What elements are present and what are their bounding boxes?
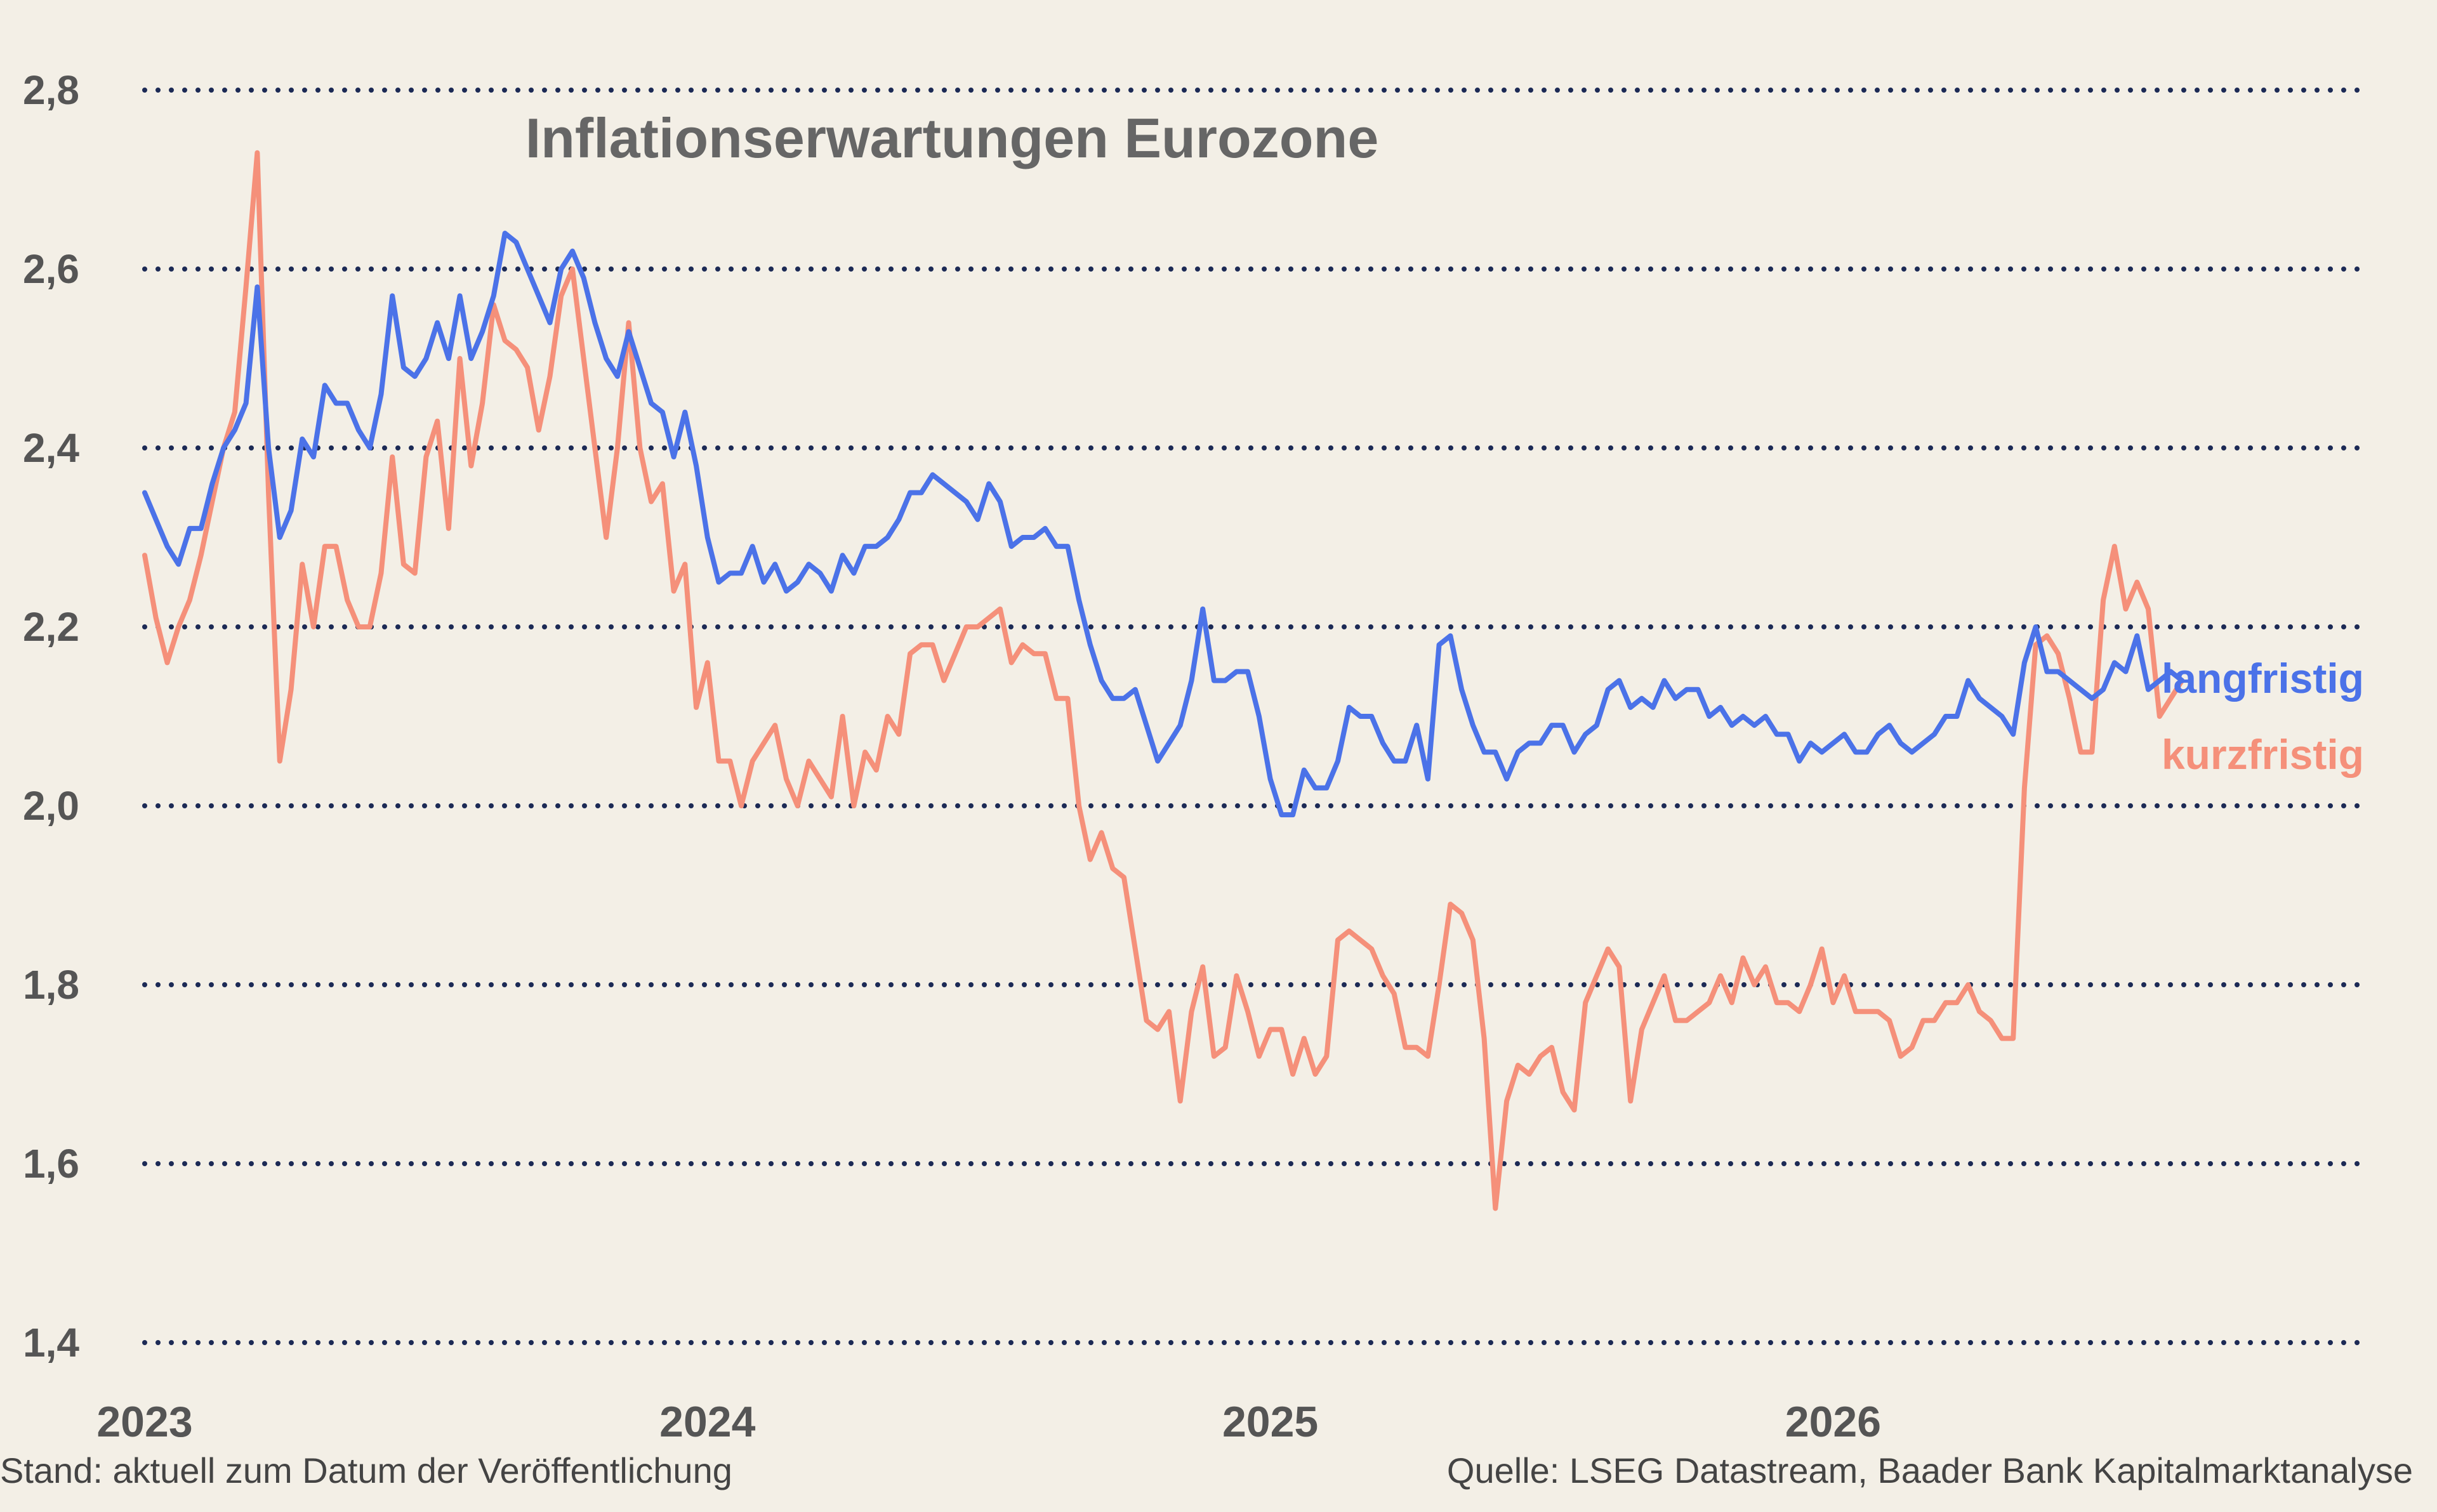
series-lines [142,150,2185,1211]
x-axis-ticks: 2023 2024 2025 2026 [96,1398,1881,1446]
y-tick-label: 1,8 [23,962,79,1008]
y-tick-label: 2,4 [23,425,79,471]
y-tick-label: 1,6 [23,1141,79,1187]
y-tick-label: 1,4 [23,1320,79,1365]
x-tick-label: 2024 [659,1398,755,1446]
x-tick-label: 2026 [1785,1398,1881,1446]
grid-lines [142,88,2365,1345]
footer-source: Quelle: LSEG Datastream, Baader Bank Kap… [1446,1450,2413,1490]
series-label-kurzfristig: kurzfristig [2162,731,2364,778]
x-tick-label: 2025 [1222,1398,1318,1446]
y-tick-label: 2,2 [23,604,79,650]
footer-status: Stand: aktuell zum Datum der Veröffentli… [0,1450,732,1490]
y-tick-label: 2,6 [23,246,79,292]
chart-title: Inflationserwartungen Eurozone [525,107,1379,169]
y-axis-ticks: 2,8 2,6 2,4 2,2 2,0 1,8 1,6 1,4 [23,67,79,1365]
series-line-kurzfristig [142,150,2185,1211]
x-tick-label: 2023 [96,1398,192,1446]
y-tick-label: 2,0 [23,783,79,829]
series-label-langfristig: langfristig [2162,655,2364,702]
series-line-langfristig [142,230,2185,818]
y-tick-label: 2,8 [23,67,79,113]
